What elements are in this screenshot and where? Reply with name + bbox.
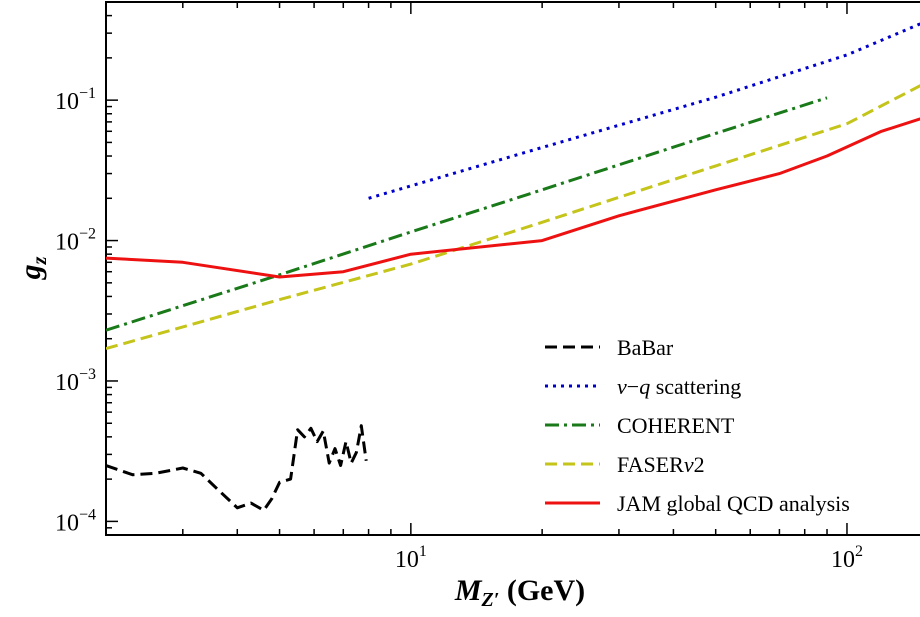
axis-ticks: 101 102 10−4 10−3 10−2 10−1 <box>55 1 863 573</box>
series-layer <box>106 22 920 512</box>
y-tick-label: 10−4 <box>55 506 96 536</box>
series-line-4 <box>106 117 920 279</box>
series-line-2 <box>106 96 828 332</box>
legend-label-3: FASERν2 <box>617 452 705 477</box>
series-line-0 <box>106 424 368 512</box>
y-tick-label: 10−1 <box>55 85 96 115</box>
x-axis-title: MZ′ (GeV) <box>454 574 585 611</box>
legend: BaBar ν−q scattering COHERENT FASERν2 JAM gl… <box>545 335 850 516</box>
x-tick-label: 101 <box>395 543 427 573</box>
y-axis-title: gz <box>14 256 51 280</box>
legend-label-4: JAM global QCD analysis <box>617 491 850 516</box>
y-tick-label: 10−3 <box>55 366 96 396</box>
series-line-3 <box>106 84 920 351</box>
series-line-1 <box>368 22 920 200</box>
legend-label-2: COHERENT <box>617 413 735 438</box>
legend-label-0: BaBar <box>617 335 674 360</box>
x-tick-label: 102 <box>831 543 863 573</box>
y-tick-label: 10−2 <box>55 226 96 256</box>
legend-label-1: ν−q scattering <box>617 374 741 399</box>
plot-frame <box>105 1 920 536</box>
